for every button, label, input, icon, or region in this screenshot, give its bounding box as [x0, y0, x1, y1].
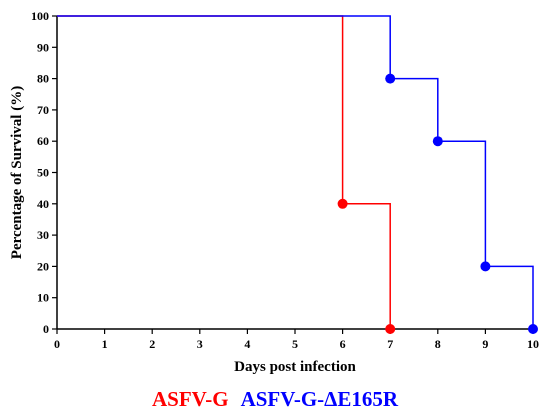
legend-item-asfv-g-delta-e165r: ASFV-G-ΔE165R — [240, 387, 399, 411]
series-1-point — [385, 324, 396, 334]
y-tick-label: 10 — [37, 291, 49, 305]
y-tick-label: 0 — [43, 322, 49, 336]
legend-item-asfv-g: ASFV-G — [151, 387, 229, 411]
x-tick-label: 7 — [387, 337, 393, 351]
axes: 0 10 20 30 40 50 60 70 80 90 100 0 1 2 3 4 5 6 7 8 9 10 — [31, 9, 539, 351]
x-tick-label: 0 — [54, 337, 60, 351]
x-tick-label: 5 — [292, 337, 298, 351]
y-tick-label: 20 — [37, 259, 49, 273]
y-tick-label: 40 — [37, 197, 49, 211]
series-2-point — [528, 324, 538, 334]
y-tick-label: 90 — [37, 40, 49, 54]
x-tick-label: 1 — [102, 337, 108, 351]
x-tick-label: 3 — [197, 337, 203, 351]
survival-chart: 0 10 20 30 40 50 60 70 80 90 100 0 1 2 3 4 5 6 7 8 9 10 Days … — [9, 9, 539, 375]
y-tick-label: 70 — [37, 103, 49, 117]
y-axis-title: Percentage of Survival (%) — [9, 86, 25, 259]
legend: ASFV-G ASFV-G-ΔE165R — [0, 386, 550, 412]
series-line-1 — [57, 15, 391, 329]
series-1-point — [337, 198, 348, 209]
series-2-point — [432, 136, 443, 147]
y-tick-label: 50 — [37, 166, 49, 180]
x-tick-label: 6 — [340, 337, 346, 351]
x-tick-label: 10 — [527, 337, 539, 351]
y-tick-label: 30 — [37, 228, 49, 242]
y-tick-label: 100 — [31, 9, 49, 23]
series-layer — [57, 15, 538, 334]
x-tick-label: 9 — [482, 337, 488, 351]
y-tick-label: 80 — [37, 72, 49, 86]
x-tick-label: 2 — [149, 337, 155, 351]
x-tick-label: 8 — [435, 337, 441, 351]
x-axis-title: Days post infection — [234, 359, 356, 375]
series-2-point — [480, 261, 491, 272]
series-line-2 — [57, 15, 534, 329]
x-tick-label: 4 — [244, 337, 250, 351]
y-tick-label: 60 — [37, 134, 49, 148]
series-2-point — [385, 73, 396, 84]
